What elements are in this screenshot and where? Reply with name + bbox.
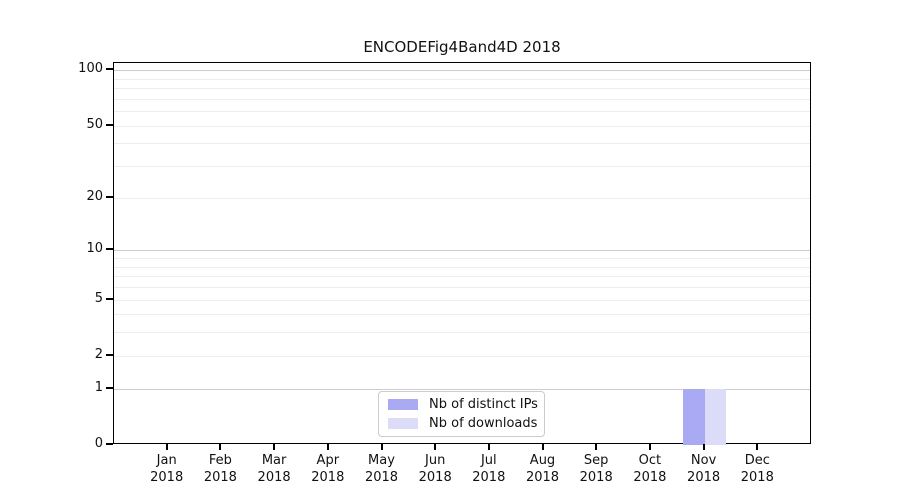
y-tick-mark (106, 248, 113, 251)
chart-title: ENCODEFig4Band4D 2018 (363, 38, 561, 56)
x-tick-label: Dec 2018 (740, 453, 774, 485)
minor-gridline (114, 266, 810, 268)
minor-gridline (114, 111, 810, 113)
legend-entry-distinct-ips: Nb of distinct IPs (388, 397, 544, 412)
y-tick-mark (106, 386, 113, 389)
x-tick-label: Apr 2018 (311, 453, 345, 485)
y-tick-mark (106, 123, 113, 126)
minor-gridline (114, 98, 810, 100)
y-tick-mark (106, 68, 113, 71)
x-tick-mark (380, 444, 383, 450)
minor-gridline (114, 314, 810, 316)
x-tick-mark (541, 444, 544, 450)
x-tick-label: Feb 2018 (203, 453, 237, 485)
y-tick-label: 20 (86, 188, 103, 204)
minor-gridline (114, 258, 810, 259)
bar-downloads (704, 388, 727, 445)
x-tick-label: Sep 2018 (579, 453, 613, 485)
major-gridline (114, 388, 810, 390)
legend-entry-downloads: Nb of downloads (388, 416, 544, 431)
y-tick-mark (106, 443, 113, 445)
legend-label-downloads: Nb of downloads (429, 416, 538, 431)
x-tick-label: Mar 2018 (257, 453, 291, 485)
y-tick-label: 2 (94, 346, 103, 362)
minor-gridline (114, 88, 810, 90)
major-gridline (114, 250, 810, 252)
minor-gridline (114, 78, 810, 80)
legend-label-distinct-ips: Nb of distinct IPs (429, 397, 538, 412)
x-tick-mark (756, 444, 759, 450)
minor-gridline (114, 197, 810, 199)
minor-gridline (114, 355, 810, 357)
plot-area (113, 62, 811, 445)
y-tick-label: 1 (94, 379, 103, 395)
y-tick-mark (106, 195, 113, 198)
x-tick-mark (487, 444, 490, 450)
y-tick-mark (106, 297, 113, 300)
minor-gridline (114, 287, 810, 288)
x-tick-label: Nov 2018 (687, 453, 721, 485)
major-gridline (114, 70, 810, 72)
x-tick-label: Aug 2018 (525, 453, 560, 485)
x-tick-mark (595, 444, 598, 450)
minor-gridline (114, 299, 810, 301)
x-tick-label: May 2018 (364, 453, 399, 485)
minor-gridline (114, 166, 810, 168)
y-tick-label: 10 (86, 241, 103, 257)
y-tick-label: 5 (94, 290, 103, 306)
minor-gridline (114, 332, 810, 334)
y-tick-label: 100 (78, 61, 103, 77)
minor-gridline (114, 125, 810, 127)
x-tick-mark (219, 444, 222, 450)
x-tick-label: Jan 2018 (150, 453, 184, 485)
legend-swatch-downloads (388, 418, 418, 429)
x-tick-mark (702, 444, 705, 450)
x-tick-mark (648, 444, 651, 450)
x-tick-mark (273, 444, 276, 450)
x-tick-mark (165, 444, 168, 450)
legend: Nb of distinct IPs Nb of downloads (378, 391, 545, 437)
x-tick-mark (326, 444, 329, 450)
x-tick-label: Jun 2018 (418, 453, 452, 485)
y-tick-label: 50 (86, 116, 103, 132)
x-tick-mark (434, 444, 437, 450)
y-tick-mark (106, 353, 113, 356)
bar-distinct-ips (683, 388, 705, 445)
x-tick-label: Oct 2018 (633, 453, 667, 485)
y-tick-label: 0 (94, 436, 103, 451)
x-tick-label: Jul 2018 (472, 453, 506, 485)
minor-gridline (114, 276, 810, 278)
minor-gridline (114, 143, 810, 145)
legend-swatch-distinct-ips (388, 399, 418, 410)
